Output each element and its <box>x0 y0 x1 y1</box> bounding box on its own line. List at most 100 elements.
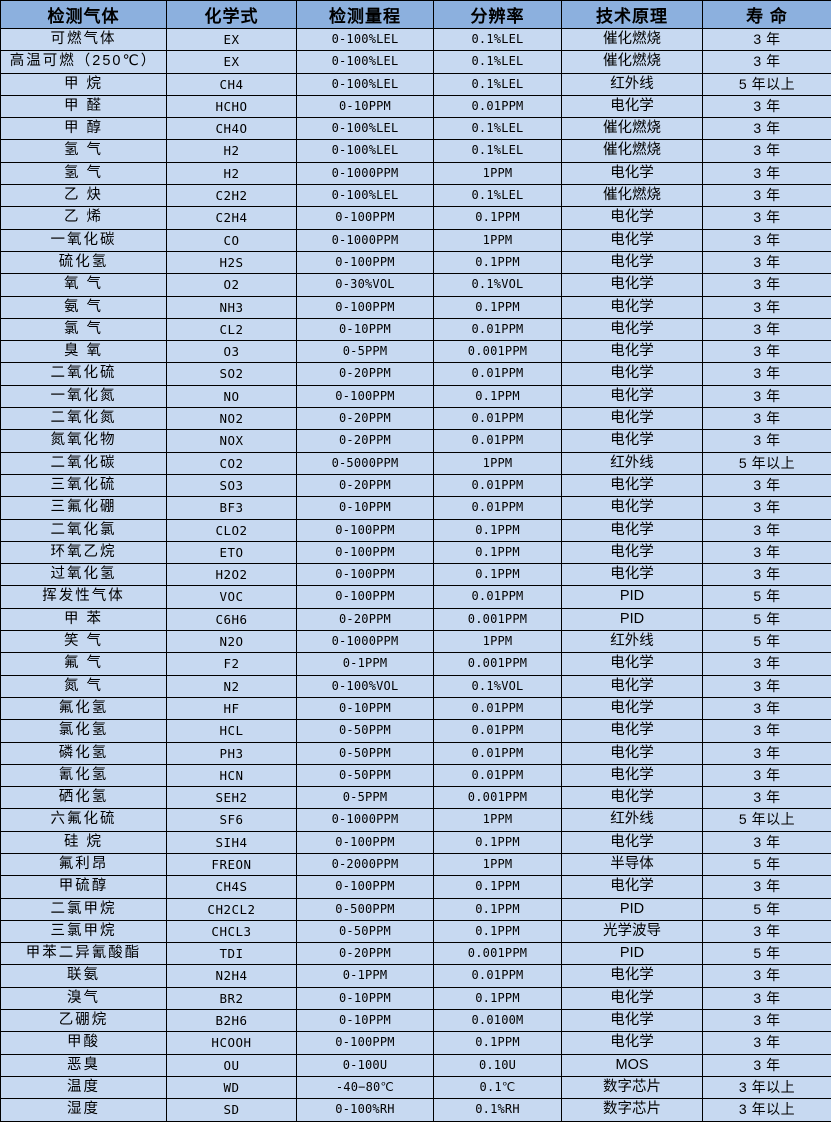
cell-res: 1PPM <box>434 162 562 184</box>
cell-tech: 电化学 <box>562 207 703 229</box>
table-header: 检测气体 化学式 检测量程 分辨率 技术原理 寿 命 <box>1 1 831 29</box>
cell-life: 3 年 <box>703 987 831 1009</box>
cell-life: 3 年 <box>703 162 831 184</box>
cell-res: 0.1%VOL <box>434 274 562 296</box>
cell-tech: 电化学 <box>562 1032 703 1054</box>
cell-form: F2 <box>167 653 297 675</box>
cell-res: 0.1PPM <box>434 898 562 920</box>
cell-gas: 挥发性气体 <box>1 586 167 608</box>
cell-range: 0-100%LEL <box>297 185 434 207</box>
cell-form: VOC <box>167 586 297 608</box>
cell-form: CH4O <box>167 118 297 140</box>
cell-res: 0.1PPM <box>434 296 562 318</box>
cell-form: NO <box>167 385 297 407</box>
cell-gas: 臭 氧 <box>1 341 167 363</box>
cell-gas: 氟化氢 <box>1 697 167 719</box>
cell-range: 0-100%RH <box>297 1099 434 1121</box>
cell-gas: 恶臭 <box>1 1054 167 1076</box>
cell-gas: 笑 气 <box>1 631 167 653</box>
cell-form: CO <box>167 229 297 251</box>
cell-gas: 溴气 <box>1 987 167 1009</box>
cell-life: 3 年 <box>703 519 831 541</box>
cell-life: 3 年 <box>703 1032 831 1054</box>
cell-form: C6H6 <box>167 608 297 630</box>
cell-gas: 二氧化氯 <box>1 519 167 541</box>
cell-gas: 甲酸 <box>1 1032 167 1054</box>
cell-tech: 电化学 <box>562 162 703 184</box>
cell-form: CL2 <box>167 318 297 340</box>
cell-range: 0-100PPM <box>297 519 434 541</box>
cell-res: 0.01PPM <box>434 742 562 764</box>
cell-range: 0-100PPM <box>297 831 434 853</box>
cell-res: 0.1%LEL <box>434 140 562 162</box>
cell-life: 5 年 <box>703 631 831 653</box>
cell-life: 3 年 <box>703 474 831 496</box>
cell-res: 0.01PPM <box>434 95 562 117</box>
cell-form: NOX <box>167 430 297 452</box>
cell-form: WD <box>167 1076 297 1098</box>
cell-range: 0-20PPM <box>297 363 434 385</box>
cell-tech: 电化学 <box>562 385 703 407</box>
cell-life: 3 年 <box>703 385 831 407</box>
cell-gas: 硫化氢 <box>1 251 167 273</box>
cell-tech: PID <box>562 943 703 965</box>
cell-tech: 电化学 <box>562 95 703 117</box>
cell-gas: 硒化氢 <box>1 787 167 809</box>
cell-form: NH3 <box>167 296 297 318</box>
cell-gas: 温度 <box>1 1076 167 1098</box>
cell-tech: PID <box>562 608 703 630</box>
cell-form: FREON <box>167 853 297 875</box>
cell-form: HCHO <box>167 95 297 117</box>
cell-range: 0-100PPM <box>297 385 434 407</box>
cell-life: 3 年 <box>703 787 831 809</box>
cell-life: 3 年 <box>703 497 831 519</box>
cell-gas: 乙硼烷 <box>1 1010 167 1032</box>
cell-res: 0.10U <box>434 1054 562 1076</box>
cell-life: 3 年 <box>703 764 831 786</box>
cell-res: 0.1%RH <box>434 1099 562 1121</box>
cell-gas: 环氧乙烷 <box>1 541 167 563</box>
cell-res: 0.001PPM <box>434 341 562 363</box>
cell-life: 3 年 <box>703 965 831 987</box>
cell-tech: PID <box>562 898 703 920</box>
cell-range: 0-5PPM <box>297 341 434 363</box>
cell-range: 0-100PPM <box>297 296 434 318</box>
cell-tech: 电化学 <box>562 764 703 786</box>
cell-res: 0.1%LEL <box>434 51 562 73</box>
cell-res: 0.1PPM <box>434 564 562 586</box>
cell-life: 3 年 <box>703 742 831 764</box>
cell-gas: 氟 气 <box>1 653 167 675</box>
cell-tech: 电化学 <box>562 831 703 853</box>
cell-form: CH4S <box>167 876 297 898</box>
cell-gas: 湿度 <box>1 1099 167 1121</box>
cell-life: 3 年 <box>703 140 831 162</box>
cell-res: 0.1PPM <box>434 920 562 942</box>
column-header-lifespan: 寿 命 <box>703 1 831 29</box>
cell-res: 0.01PPM <box>434 318 562 340</box>
cell-range: 0-5000PPM <box>297 452 434 474</box>
column-header-resolution: 分辨率 <box>434 1 562 29</box>
cell-range: 0-50PPM <box>297 742 434 764</box>
cell-range: 0-100%LEL <box>297 118 434 140</box>
cell-res: 0.1PPM <box>434 987 562 1009</box>
cell-form: H2S <box>167 251 297 273</box>
cell-range: 0-100PPM <box>297 541 434 563</box>
cell-gas: 氯化氢 <box>1 720 167 742</box>
cell-range: 0-1000PPM <box>297 809 434 831</box>
cell-gas: 过氧化氢 <box>1 564 167 586</box>
